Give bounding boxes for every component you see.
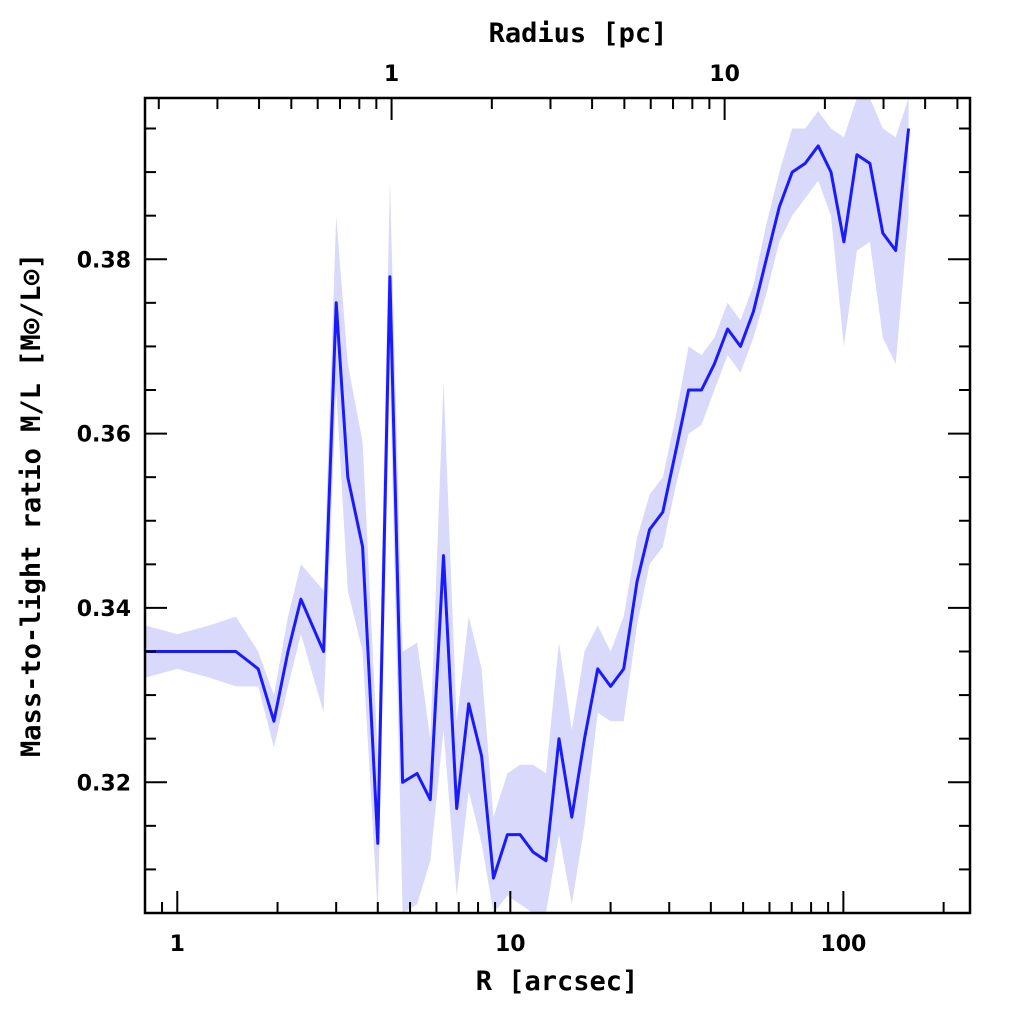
top-tick-label: 1 <box>384 62 399 87</box>
x-tick-label: 1 <box>170 932 185 957</box>
ml-profile-line <box>145 128 911 880</box>
y-tick-label: 0.36 <box>77 423 131 448</box>
y-axis-title: Mass-to-light ratio M/L [M⊙/L⊙] <box>16 253 47 757</box>
x-axis-title: R [arcsec] <box>476 966 639 997</box>
uncertainty-band-layer <box>145 98 909 913</box>
top-axis-title: Radius [pc] <box>489 18 668 49</box>
tick-labels: 1 10 100 1 10 0.32 0.34 0.36 0.38 <box>77 62 867 957</box>
top-tick-label: 10 <box>709 62 740 87</box>
tick-marks <box>144 98 970 914</box>
x-tick-label: 100 <box>820 932 866 957</box>
data-line-layer <box>145 128 911 880</box>
x-tick-label: 10 <box>495 932 526 957</box>
uncertainty-band <box>145 98 909 913</box>
y-tick-label: 0.38 <box>77 248 131 273</box>
plot-frame <box>143 96 972 915</box>
y-tick-label: 0.34 <box>77 597 131 622</box>
y-tick-label: 0.32 <box>77 771 131 796</box>
